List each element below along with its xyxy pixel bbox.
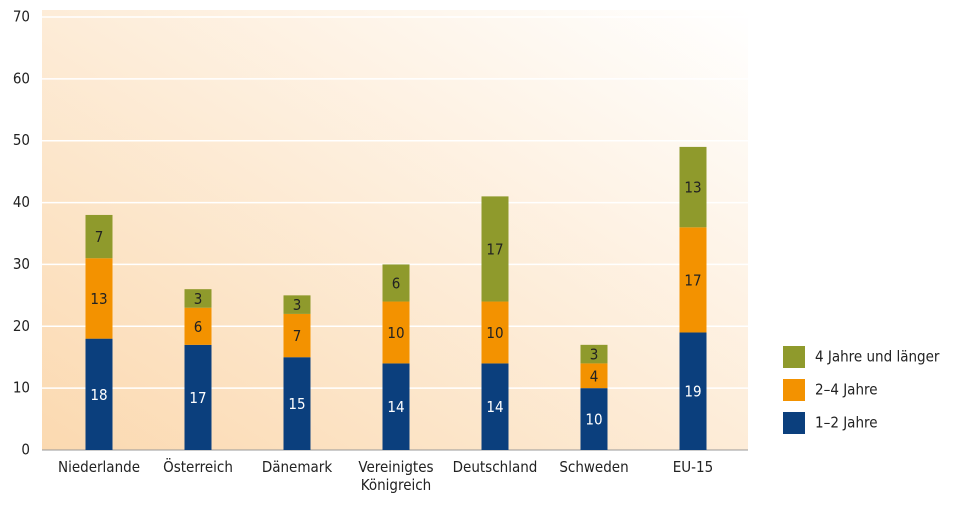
- y-tick-label: 10: [13, 379, 30, 397]
- bar-segment: [283, 313, 311, 358]
- data-label: 10: [585, 411, 602, 429]
- bar-segment: [85, 258, 113, 339]
- data-label: 18: [90, 386, 107, 404]
- data-label: 17: [189, 389, 206, 407]
- bar-segment: [580, 388, 608, 450]
- bar-segment: [184, 289, 212, 308]
- legend-label: 4 Jahre und länger: [815, 348, 940, 366]
- y-tick-label: 20: [13, 317, 30, 335]
- legend-label: 2–4 Jahre: [815, 381, 878, 399]
- data-label: 7: [95, 228, 104, 246]
- bar-segment: [481, 301, 509, 364]
- bar-segment: [184, 344, 212, 450]
- bar-segment: [382, 363, 410, 450]
- bar-segment: [679, 146, 707, 228]
- data-label: 10: [486, 324, 503, 342]
- bar-segment: [85, 338, 113, 450]
- x-tick-label: Niederlande: [57, 458, 141, 476]
- data-label: 17: [684, 271, 701, 289]
- bar-segment: [85, 214, 113, 259]
- bar-segment: [679, 332, 707, 450]
- bar-segment: [481, 196, 509, 302]
- bar-segment: [580, 344, 608, 364]
- bar-segment: [184, 307, 212, 345]
- x-tick-label: Dänemark: [261, 458, 333, 476]
- bar-segment: [382, 264, 410, 302]
- data-label: 17: [486, 240, 503, 258]
- data-label: 3: [293, 296, 302, 314]
- y-tick-label: 60: [13, 69, 30, 87]
- legend-swatch: [783, 412, 805, 434]
- data-label: 14: [387, 398, 404, 416]
- legend-swatch: [783, 379, 805, 401]
- data-label: 3: [194, 290, 203, 308]
- y-tick-label: 70: [13, 8, 30, 26]
- data-label: 10: [387, 324, 404, 342]
- data-label: 3: [590, 346, 599, 364]
- data-label: 7: [293, 327, 302, 345]
- x-tick-label: Vereinigtes Königreich: [358, 458, 434, 494]
- data-label: 19: [684, 383, 701, 401]
- y-tick-label: 0: [21, 441, 30, 459]
- x-tick-label: Deutschland: [452, 458, 538, 476]
- y-tick-label: 30: [13, 255, 30, 273]
- data-label: 4: [590, 367, 599, 385]
- data-label: 14: [486, 398, 503, 416]
- x-tick-label: Österreich: [163, 458, 233, 476]
- x-tick-label: Schweden: [559, 458, 629, 476]
- y-tick-label: 50: [13, 131, 30, 149]
- bar-segment: [679, 227, 707, 333]
- legend-label: 1–2 Jahre: [815, 414, 878, 432]
- data-label: 15: [288, 395, 305, 413]
- bar-segment: [481, 363, 509, 450]
- data-label: 6: [392, 274, 401, 292]
- data-label: 13: [90, 290, 107, 308]
- bar-segment: [283, 295, 311, 314]
- data-label: 13: [684, 179, 701, 197]
- x-tick-label: EU-15: [672, 458, 714, 476]
- bar-segment: [382, 301, 410, 364]
- bar-segment: [580, 363, 608, 389]
- legend-swatch: [783, 346, 805, 368]
- data-label: 6: [194, 318, 203, 336]
- bar-segment: [283, 357, 311, 450]
- y-tick-label: 40: [13, 193, 30, 211]
